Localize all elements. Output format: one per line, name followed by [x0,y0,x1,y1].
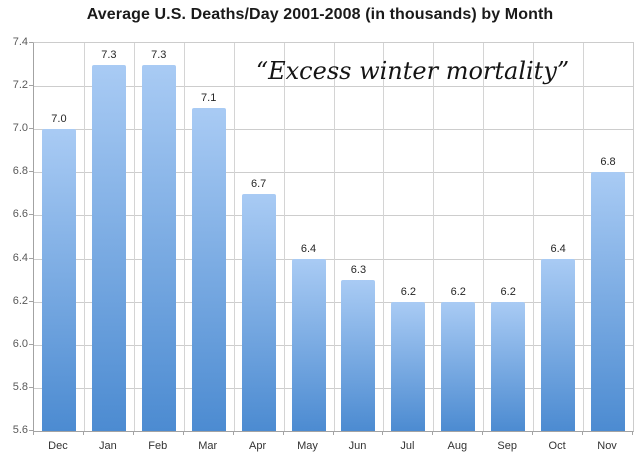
bar-value-label-jun: 6.3 [350,264,367,277]
bar-value-label-jul: 6.2 [400,285,416,298]
y-axis-tick-label: 7.2 [12,79,28,92]
x-gridline [483,43,485,431]
y-axis-tick-label: 6.6 [12,208,28,221]
x-axis-label-jun: Jun [348,440,367,452]
annotation-excess-winter-mortality: “Excess winter mortality” [255,57,570,85]
y-axis-tick [29,214,33,216]
x-gridline [283,43,285,431]
bar-mar [191,107,226,431]
x-axis-tick [182,431,184,435]
bar-jan [91,64,126,431]
y-axis-tick [29,300,33,302]
x-gridline [83,43,85,431]
x-axis-label-nov: Nov [597,440,617,452]
y-axis-tick [29,257,33,259]
x-axis-tick [82,431,84,435]
y-axis-tick-label: 7.0 [12,122,28,135]
y-axis-tick [29,171,33,173]
bar-value-label-dec: 7.0 [51,113,67,126]
x-axis-tick [332,431,334,435]
y-axis-tick [29,85,33,87]
x-axis-tick [432,431,434,435]
x-axis-tick [532,431,534,435]
x-axis-label-oct: Oct [548,440,566,452]
x-axis-tick [282,431,284,435]
x-axis-tick [632,431,633,435]
chart-title: Average U.S. Deaths/Day 2001-2008 (in th… [86,6,554,23]
y-axis-tick [29,128,33,130]
x-axis-tick [33,431,34,435]
bar-jun [341,280,376,431]
x-axis-label-mar: Mar [198,440,218,452]
bar-feb [141,64,176,431]
x-gridline [383,43,385,431]
bar-sep [491,301,526,431]
x-axis-label-aug: Aug [447,440,468,452]
x-axis-label-may: May [297,440,318,452]
bar-value-label-oct: 6.4 [550,242,566,255]
x-axis-tick [482,431,484,435]
y-axis-tick-label: 6.8 [12,165,28,178]
bar-value-label-jan: 7.3 [101,48,117,61]
plot-area: 7.0 7.3 7.3 7.1 6.7 6.4 6.3 6.2 6.2 6.2 6.4 6.8 [33,42,634,432]
bar-value-label-sep: 6.2 [500,285,516,298]
bar-value-label-nov: 6.8 [600,156,616,169]
bar-dec [41,129,76,431]
x-axis-label-jan: Jan [98,440,117,452]
y-axis-tick-label: 7.4 [12,36,28,48]
x-gridline [333,43,335,431]
y-axis-tick-label: 5.8 [12,380,28,393]
x-axis-label-sep: Sep [497,440,517,452]
y-axis-tick-label: 6.2 [12,294,28,307]
bar-oct [541,258,576,431]
x-gridline [233,43,235,431]
x-axis-label-apr: Apr [249,440,267,452]
x-axis-label-dec: Dec [48,440,68,452]
y-axis-tick [29,386,33,388]
x-axis-tick [582,431,584,435]
x-gridline [183,43,185,431]
x-axis-tick [232,431,234,435]
x-gridline [433,43,435,431]
x-gridline [533,43,535,431]
bar-aug [441,301,476,431]
y-axis-tick [29,42,33,43]
x-axis-tick [132,431,134,435]
x-gridline [133,43,135,431]
bar-value-label-may: 6.4 [300,242,317,255]
x-gridline [583,43,585,431]
x-axis-tick [382,431,384,435]
bar-jul [391,301,426,431]
bar-value-label-aug: 6.2 [450,285,466,298]
bar-value-label-mar: 7.1 [201,91,217,104]
x-axis-label-jul: Jul [400,440,415,452]
bar-value-label-apr: 6.7 [250,177,267,190]
bar-nov [591,172,625,431]
x-axis-label-feb: Feb [148,440,168,452]
bar-apr [241,193,276,431]
y-axis-tick-label: 5.6 [12,424,28,436]
bar-may [291,258,326,431]
bar-value-label-feb: 7.3 [151,48,167,61]
y-axis-tick [29,343,33,345]
y-axis-tick [29,430,33,431]
y-axis-tick-label: 6.4 [12,251,28,264]
y-axis-tick-label: 6.0 [12,337,28,350]
